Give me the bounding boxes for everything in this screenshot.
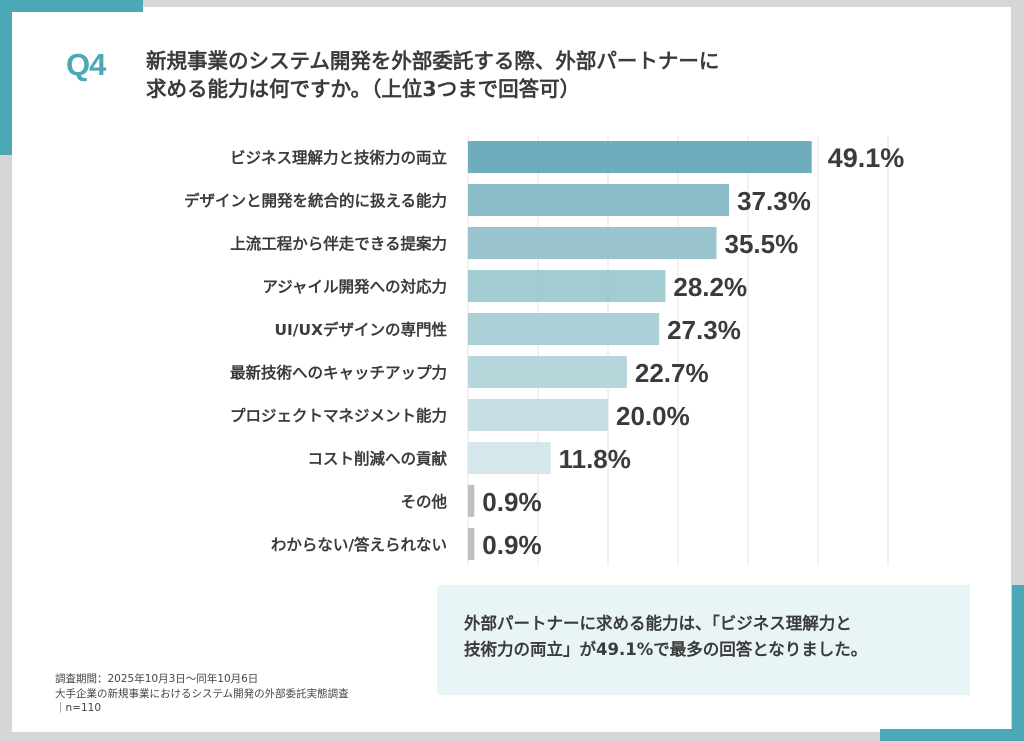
footnote-period: 調査期間：2025年10月3日～同年10月6日 <box>55 673 259 685</box>
category-label: プロジェクトマネジメント能力 <box>230 406 447 425</box>
bar <box>468 528 475 560</box>
value-labels: 49.1% 37.3% 35.5% 28.2% 27.3% 22.7% 20.0% 11.8%… <box>482 143 904 560</box>
category-labels: ビジネス理解力と技術力の両立デザインと開発を統合的に扱える能力上流工程から伴走で… <box>184 148 448 554</box>
accent-right-bar <box>1012 585 1024 741</box>
callout-line: 外部パートナーに求める能力は、「ビジネス理解力と <box>464 614 852 633</box>
bar <box>468 270 666 302</box>
value-label: 22.7% <box>635 358 709 388</box>
category-label: ビジネス理解力と技術力の両立 <box>230 148 447 167</box>
bar <box>468 313 660 345</box>
category-label: アジャイル開発への対応力 <box>262 277 447 296</box>
summary-callout: 外部パートナーに求める能力は、「ビジネス理解力と 技術力の両立」が49.1%で最… <box>437 585 970 695</box>
bar <box>468 141 812 173</box>
question-title: 新規事業のシステム開発を外部委託する際、外部パートナーに 求める能力は何ですか。… <box>146 47 719 103</box>
question-title-line: 新規事業のシステム開発を外部委託する際、外部パートナーに <box>146 49 720 73</box>
category-label: UI/UXデザインの専門性 <box>274 320 447 339</box>
value-label: 49.1% <box>828 143 905 173</box>
category-label: わからない/答えられない <box>271 535 447 554</box>
value-label: 0.9% <box>482 487 541 517</box>
callout-text: 外部パートナーに求める能力は、「ビジネス理解力と 技術力の両立」が49.1%で最… <box>464 611 867 663</box>
accent-left-bar <box>0 0 12 155</box>
footnote-sample-size: ｜n=110 <box>55 702 101 714</box>
category-label: デザインと開発を統合的に扱える能力 <box>184 191 447 210</box>
callout-line: 技術力の両立」が49.1%で最多の回答となりました。 <box>464 640 868 659</box>
accent-top-bar <box>0 0 143 12</box>
footnote-survey-name: 大手企業の新規事業におけるシステム開発の外部委託実態調査 <box>55 687 349 700</box>
value-label: 28.2% <box>673 272 747 302</box>
bar <box>468 485 475 517</box>
accent-bottom-bar <box>880 729 1024 741</box>
value-label: 37.3% <box>737 186 811 216</box>
question-title-line: 求める能力は何ですか。（上位3つまで回答可） <box>146 77 581 101</box>
bars <box>468 141 812 560</box>
survey-footnote: 調査期間：2025年10月3日～同年10月6日 大手企業の新規事業におけるシステ… <box>55 672 349 716</box>
value-label: 0.9% <box>482 530 541 560</box>
bar <box>468 399 608 431</box>
value-label: 35.5% <box>725 229 799 259</box>
category-label: その他 <box>400 492 447 511</box>
bar <box>468 184 730 216</box>
bar <box>468 442 551 474</box>
category-label: 最新技術へのキャッチアップ力 <box>230 363 447 382</box>
category-label: コスト削減への貢献 <box>307 449 447 468</box>
value-label: 27.3% <box>667 315 741 345</box>
category-label: 上流工程から伴走できる提案力 <box>230 234 447 253</box>
value-label: 20.0% <box>616 401 690 431</box>
question-number: Q4 <box>66 47 106 82</box>
bar <box>468 356 627 388</box>
bar <box>468 227 717 259</box>
value-label: 11.8% <box>559 444 631 474</box>
